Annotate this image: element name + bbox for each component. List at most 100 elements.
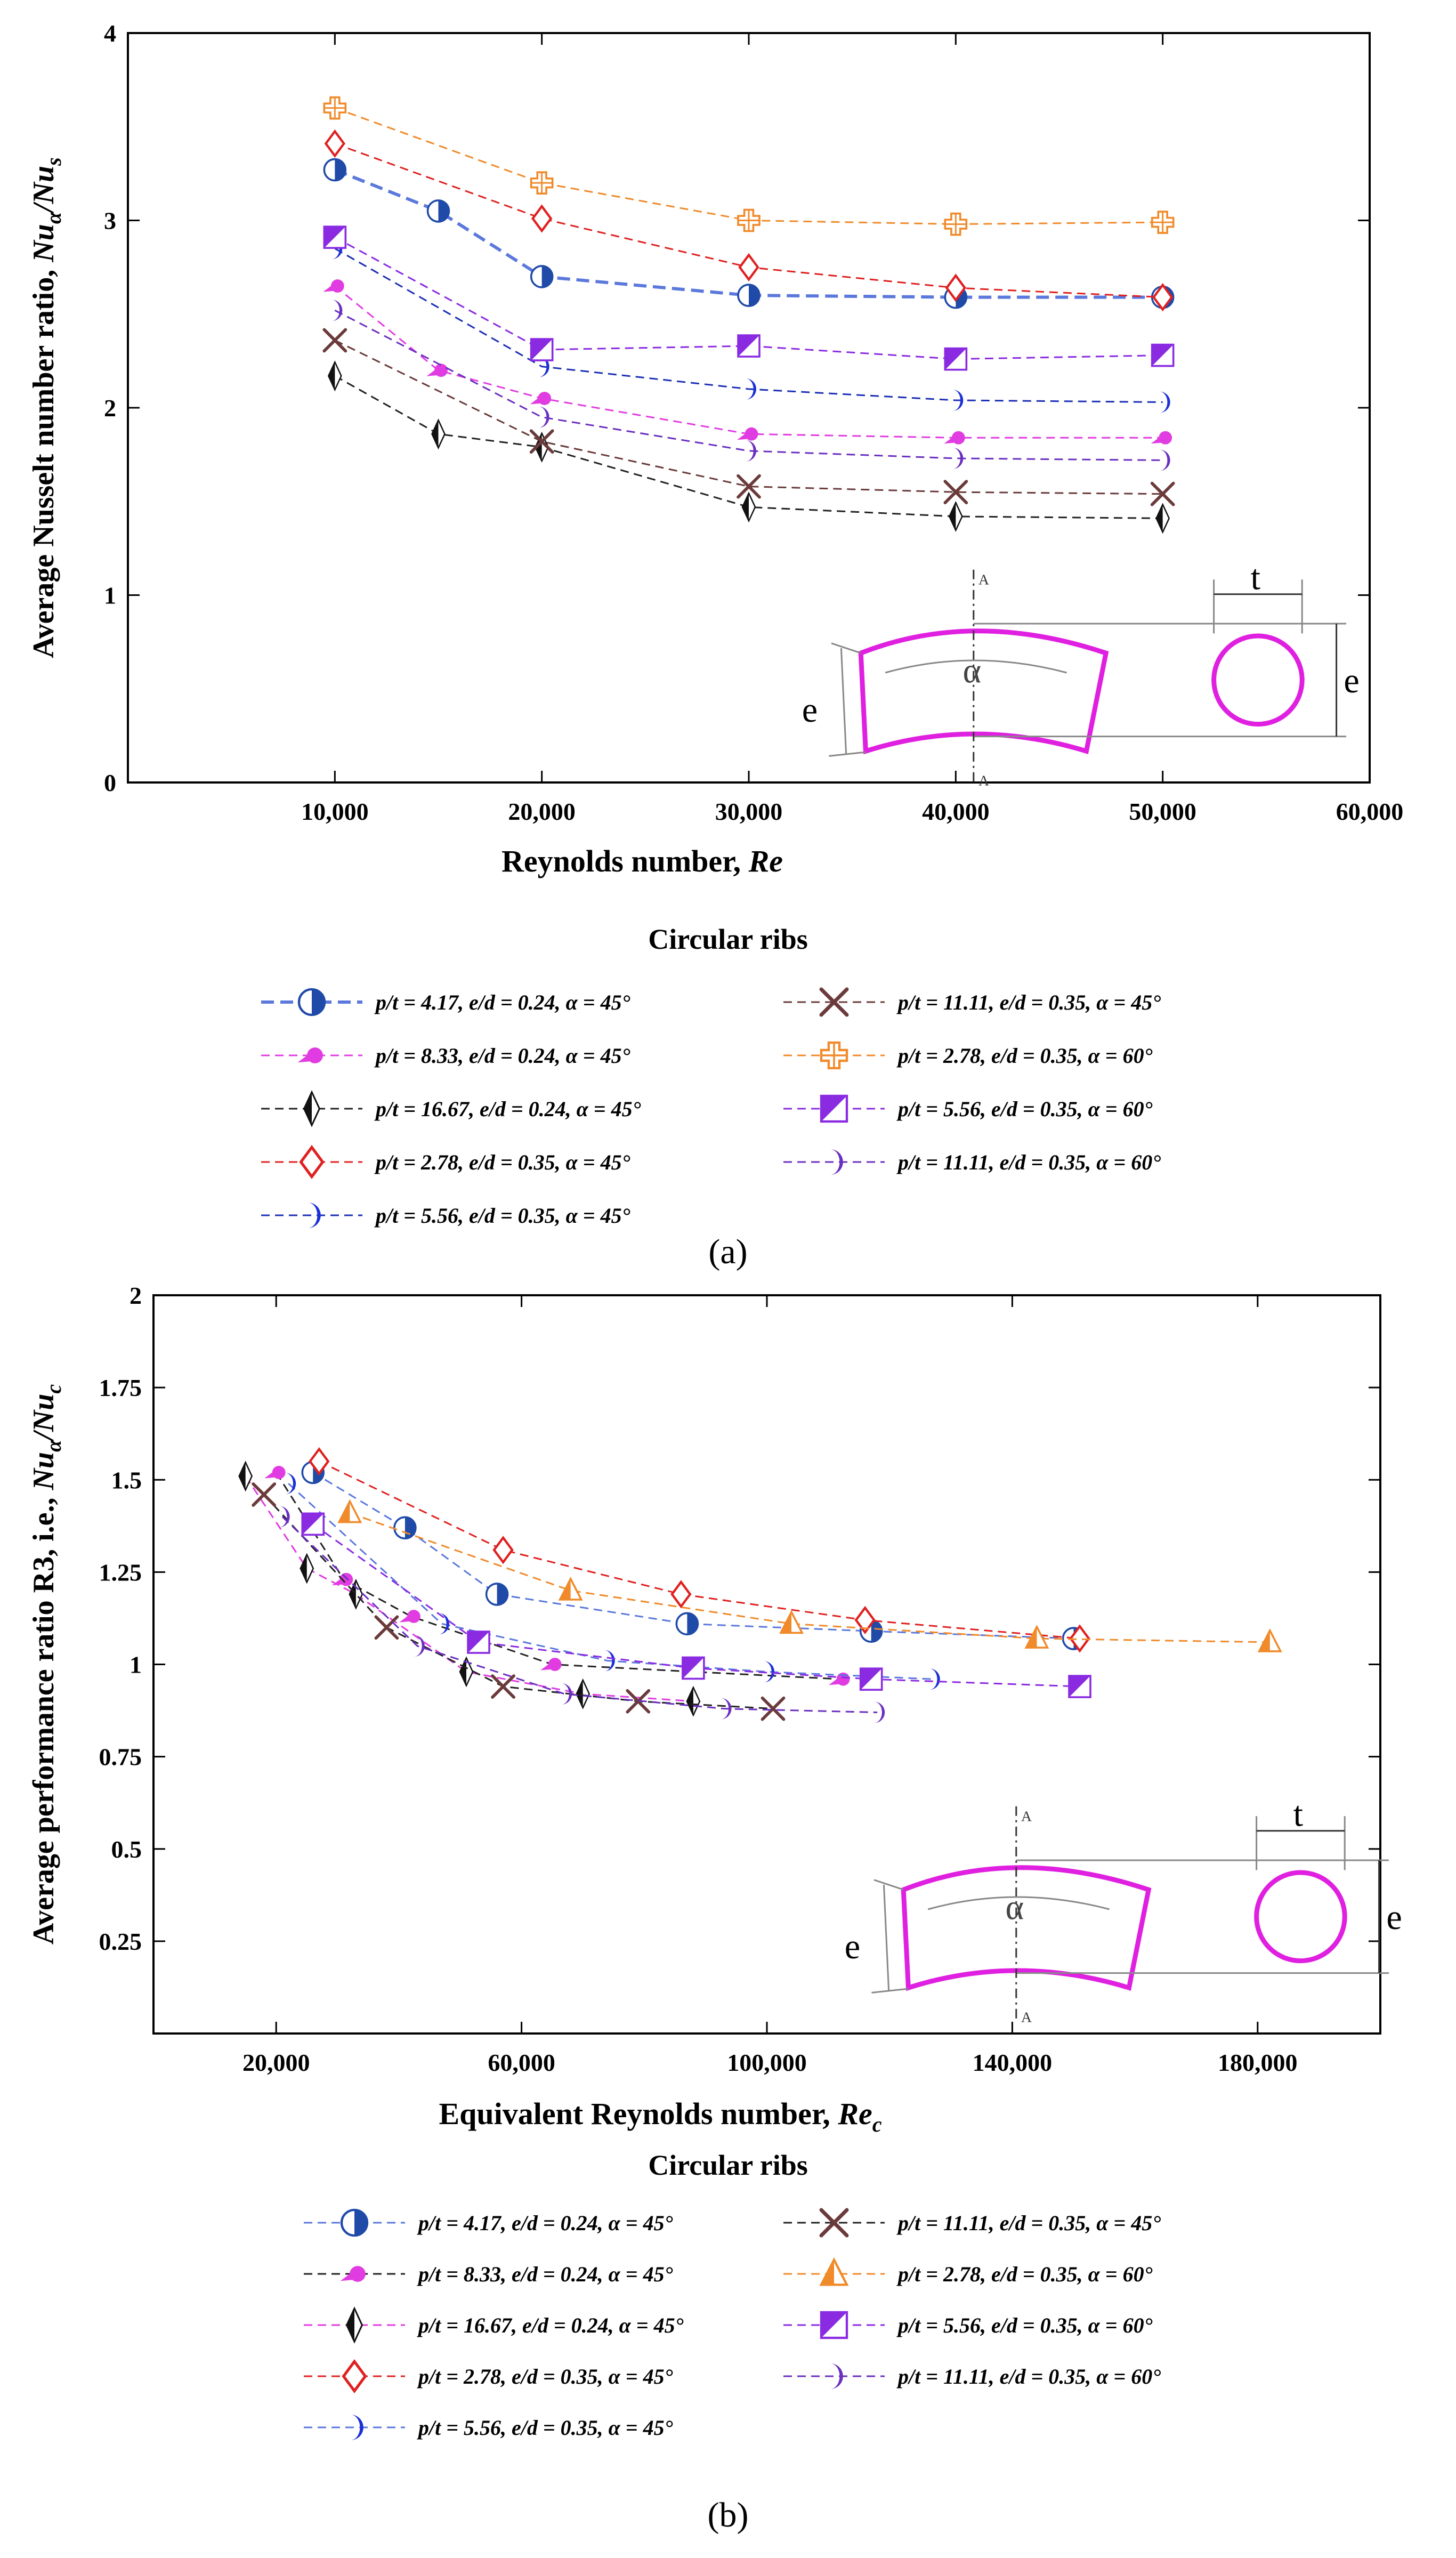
y-axis-title: Average performance ratio R3, i.e., Nuα/… [27,1384,66,1945]
data-point [761,1696,786,1721]
section-label-bottom: A [1021,2009,1032,2026]
data-point [1150,481,1175,506]
data-point [1159,391,1170,413]
data-point [264,1466,286,1479]
data-point [1068,1675,1091,1698]
y-tick-label: 0.75 [99,1744,142,1771]
data-point [944,212,968,236]
legend-title: Circular ribs [648,2149,808,2181]
plot-frame [127,32,1371,784]
data-point [323,225,347,249]
series-path [334,309,1163,461]
panel-caption: (b) [708,2496,749,2535]
data-point [323,279,344,293]
series-line [264,1466,850,1686]
section-label-bottom: A [978,772,989,789]
series-path [349,1512,1270,1643]
y-tick-label: 3 [104,207,116,235]
y-tick-label: 2 [130,1282,142,1309]
chart-panel-a: 10,000 20,000 30,000 40,000 50,000 60,000 0 1 2 3… [27,20,1403,1271]
data-point [737,284,761,307]
data-point [530,392,552,405]
y-tick-label: 1.25 [99,1559,142,1586]
data-point [300,1553,314,1584]
legend-entry: p/t = 2.78, e/d = 0.35, α = 60° [783,1041,1153,1070]
legend-label: p/t = 5.56, e/d = 0.35, α = 45° [374,1204,630,1228]
data-point [1151,211,1175,234]
series-line [323,96,1175,236]
series-line [331,300,1170,471]
series-path [334,168,1163,299]
data-point [1257,1628,1282,1652]
data-point [604,1650,615,1672]
y-tick-label: 2 [104,394,116,422]
data-point [737,334,761,358]
data-point [746,378,757,400]
data-point [530,338,554,361]
x-axis: 20,000 60,000 100,000 140,000 180,000 [242,1295,1298,2076]
legend-swatch-marker [308,1203,321,1228]
legend-entry: p/t = 4.17, e/d = 0.24, α = 45° [304,2208,673,2237]
data-point [491,1674,515,1699]
left-e-label: e [845,1927,860,1966]
panel-caption: (a) [708,1232,747,1271]
x-axis-title: Reynolds number, Re [501,844,783,878]
data-point [741,491,756,523]
plot-frame [152,1294,1381,2035]
data-point [1155,503,1170,534]
data-point [737,208,761,232]
legend-swatch-marker [819,2257,849,2286]
series-path [334,285,1163,439]
series-path [275,1472,841,1680]
data-point [431,418,446,450]
legend-entry: p/t = 5.56, e/d = 0.35, α = 60° [783,2311,1153,2339]
y-tick-label: 0 [104,769,116,796]
data-point [944,347,968,371]
series-line [238,1460,701,1717]
legend-entry: p/t = 11.11, e/d = 0.35, α = 60° [783,2363,1161,2389]
data-point [854,1605,876,1635]
data-point [530,265,554,288]
series-line [309,1447,1090,1653]
data-point [324,129,346,158]
rib-sector-shape [901,1865,1152,1991]
left-e-label: e [802,691,818,730]
data-point [301,1512,325,1536]
legend-label: p/t = 5.56, e/d = 0.35, α = 60° [896,1097,1153,1121]
series-line [285,1473,940,1690]
legend-label: p/t = 4.17, e/d = 0.24, α = 45° [417,2211,673,2235]
data-point [944,431,965,445]
data-point [561,1683,572,1705]
data-point [945,273,967,302]
data-point [576,1678,591,1709]
y-axis: 0.25 0.5 0.75 1 1.25 1.5 1.75 2 [99,1282,1380,1955]
x-tick-label: 20,000 [508,798,576,825]
series-path [281,1516,878,1714]
series-line [279,1506,885,1723]
legend-swatch-marker [345,2306,363,2344]
legend-entry: p/t = 5.56, e/d = 0.35, α = 45° [304,2415,673,2440]
data-point [426,364,448,377]
legend-swatch-marker [297,1047,323,1063]
y-axis-title: Average Nusselt number ratio, Nuα/Nus [27,157,66,658]
data-point [538,406,549,428]
legend-swatch-marker [297,988,326,1016]
data-point [540,1658,562,1671]
data-point [952,447,964,469]
legend-swatch-marker [819,987,849,1017]
data-point [327,360,342,392]
data-point [746,440,757,462]
y-tick-label: 1.75 [99,1374,142,1401]
data-point [1152,283,1174,312]
series-path [288,1483,933,1680]
legend-swatch-marker [350,2415,363,2440]
data-point [331,300,343,321]
data-point [485,1583,509,1606]
data-point [399,1610,420,1623]
legend-entry: p/t = 11.11, e/d = 0.35, α = 45° [783,2208,1161,2238]
series-line [323,279,1172,445]
legend-entry: p/t = 16.67, e/d = 0.24, α = 45° [304,2306,684,2344]
legend-entry: p/t = 2.78, e/d = 0.35, α = 45° [261,1145,630,1179]
data-point [531,204,553,233]
x-tick-label: 60,000 [488,2049,555,2076]
